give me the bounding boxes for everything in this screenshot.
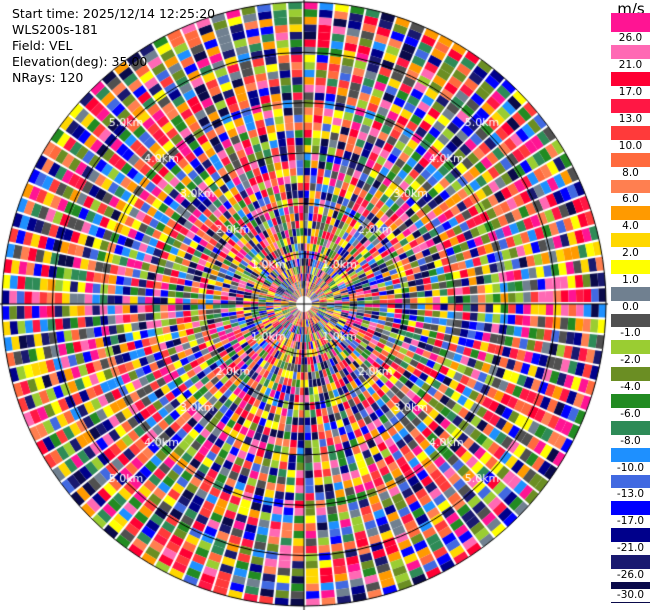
colorbar-label: 13.0 [611, 112, 650, 126]
colorbar-label: 6.0 [611, 193, 650, 207]
colorbar-label: -1.0 [611, 327, 650, 341]
start-time-text: Start time: 2025/12/14 12:25:20 [12, 6, 216, 21]
colorbar-label: 1.0 [611, 273, 650, 287]
colorbar-label: 2.0 [611, 246, 650, 260]
colorbar-label: -4.0 [611, 381, 650, 395]
colorbar-label: -26.0 [611, 568, 650, 582]
colorbar-label: -10.0 [611, 461, 650, 475]
colorbar-label: -30.0 [611, 589, 650, 602]
colorbar-label: 8.0 [611, 166, 650, 180]
colorbar-label: 4.0 [611, 220, 650, 234]
colorbar-label: -21.0 [611, 541, 650, 555]
colorbar-label: -13.0 [611, 488, 650, 502]
instrument-name-text: WLS200s-181 [12, 22, 98, 37]
elevation-text: Elevation(deg): 35.00 [12, 54, 148, 69]
colorbar-label: 17.0 [611, 86, 650, 100]
colorbar-label: -2.0 [611, 354, 650, 368]
colorbar-label: -6.0 [611, 407, 650, 421]
nrays-text: NRays: 120 [12, 70, 84, 85]
colorbar-label: 26.0 [611, 32, 650, 46]
colorbar-label: -8.0 [611, 434, 650, 448]
colorbar-label: 0.0 [611, 300, 650, 314]
colorbar-label: 21.0 [611, 59, 650, 73]
colorbar-label: 10.0 [611, 139, 650, 153]
ppi-velocity-plot [0, 0, 610, 610]
colorbar: 26.0 21.0 17.0 13.0 10.0 8.0 6.0 4.0 2.0 1.0 0.0 -1… [611, 13, 650, 604]
field-text: Field: VEL [12, 38, 73, 53]
scan-info: Start time: 2025/12/14 12:25:20 WLS200s-… [12, 6, 215, 86]
colorbar-label: -17.0 [611, 515, 650, 529]
